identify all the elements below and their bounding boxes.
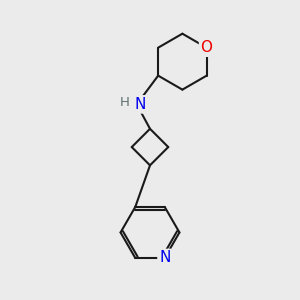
Text: N: N bbox=[135, 97, 146, 112]
Text: O: O bbox=[201, 40, 213, 55]
Text: N: N bbox=[159, 250, 170, 266]
Text: H: H bbox=[119, 96, 129, 110]
